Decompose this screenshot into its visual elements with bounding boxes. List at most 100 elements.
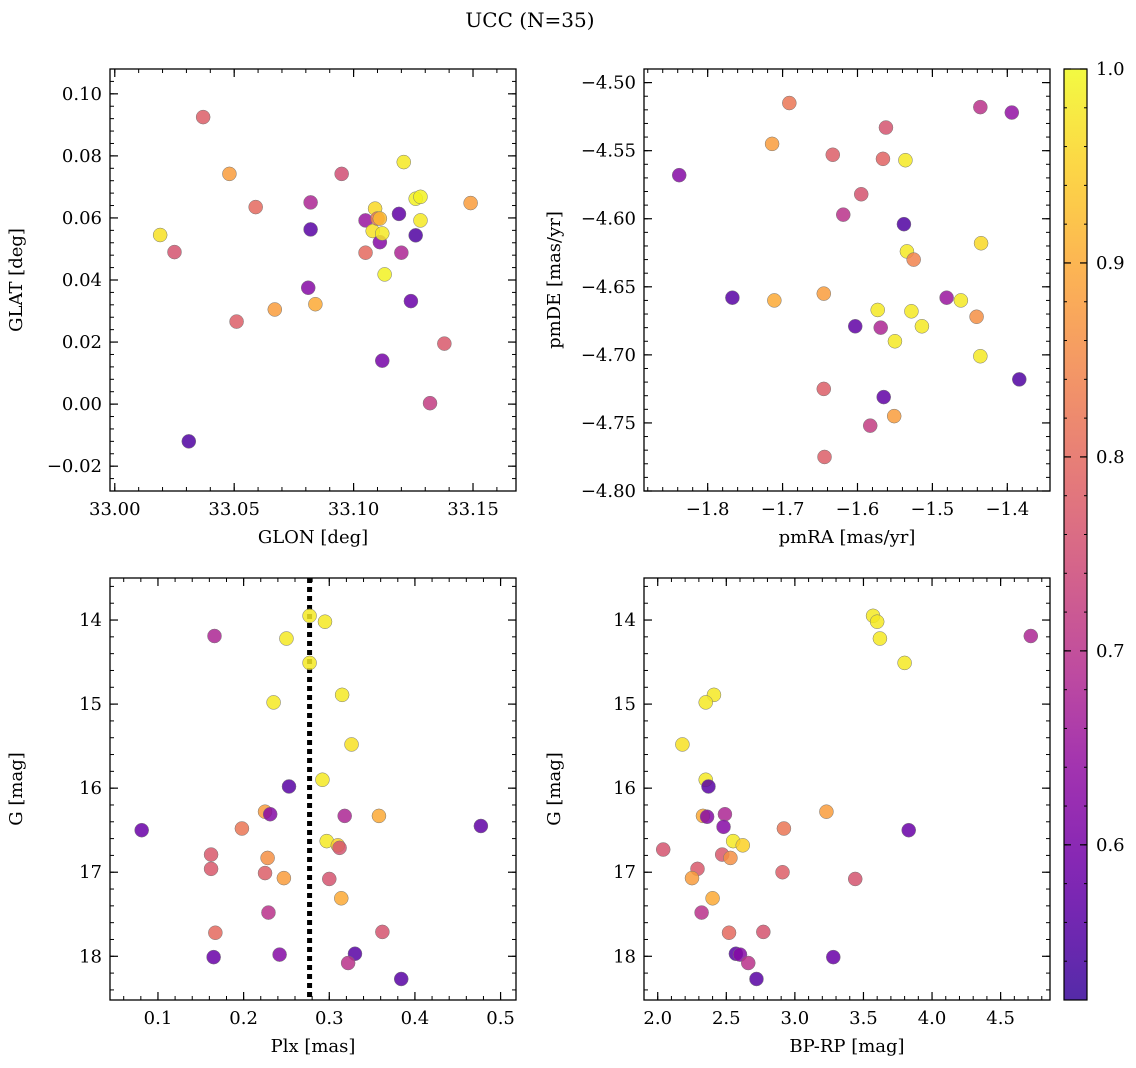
data-point <box>260 850 275 866</box>
data-point <box>391 206 407 222</box>
data-point <box>699 809 715 824</box>
data-point <box>266 695 281 710</box>
points <box>134 608 489 987</box>
y-axis-label: pmDE [mas/yr] <box>544 211 565 349</box>
y-axis-label: G [mag] <box>6 752 27 825</box>
data-point <box>853 186 869 202</box>
data-point <box>413 213 428 228</box>
data-point <box>671 167 687 183</box>
data-point <box>334 166 349 182</box>
data-point <box>267 302 283 317</box>
data-point <box>207 628 222 644</box>
data-point <box>276 870 292 886</box>
data-point <box>862 418 878 433</box>
data-point <box>939 290 954 305</box>
x-tick-label: 0.2 <box>229 1008 258 1029</box>
data-point <box>473 818 489 834</box>
colorbar-tick-label: 1.0 <box>1096 59 1125 80</box>
y-tick-label: 0.04 <box>62 270 102 291</box>
data-point <box>377 267 392 282</box>
data-point <box>334 687 350 703</box>
data-point <box>898 152 913 168</box>
data-point <box>782 95 797 111</box>
y-tick-label: 14 <box>79 610 102 631</box>
y-tick-label: −4.80 <box>581 481 636 502</box>
data-point <box>272 947 287 962</box>
points <box>655 608 1039 987</box>
data-point <box>167 244 182 260</box>
data-point <box>303 195 318 210</box>
data-point <box>358 245 373 260</box>
data-point <box>826 949 841 965</box>
data-point <box>694 905 709 920</box>
axes-frame <box>643 68 1051 492</box>
data-point <box>234 821 250 836</box>
ticks <box>644 68 1050 492</box>
y-tick-label: 18 <box>79 946 102 967</box>
data-point <box>819 804 834 819</box>
data-point <box>735 838 751 853</box>
data-point <box>152 227 168 243</box>
ticks <box>110 68 516 492</box>
x-tick-label: −1.4 <box>985 499 1029 520</box>
data-point <box>876 389 891 405</box>
data-point <box>847 871 863 887</box>
data-point <box>262 806 278 822</box>
y-tick-label: 17 <box>79 862 102 883</box>
data-point <box>257 865 273 881</box>
x-tick-label: 33.15 <box>447 499 499 520</box>
panel-glon-glat: 33.00 33.05 33.10 33.15 −0.02 0.00 0.02 0.04 0.0… <box>6 68 517 548</box>
data-point <box>437 336 452 351</box>
y-tick-label: −0.02 <box>47 456 102 477</box>
data-point <box>764 136 780 152</box>
y-tick-label: 17 <box>613 862 636 883</box>
data-point <box>394 245 409 260</box>
data-point <box>134 822 149 838</box>
data-point <box>308 296 323 312</box>
data-point <box>684 870 700 886</box>
data-point <box>816 286 832 301</box>
data-point <box>344 737 359 752</box>
data-point <box>740 955 756 971</box>
panels: 33.00 33.05 33.10 33.15 −0.02 0.00 0.02 0.04 0.0… <box>6 68 1051 1057</box>
data-point <box>725 290 740 305</box>
data-point <box>914 319 930 334</box>
data-point <box>322 871 337 887</box>
data-point <box>375 226 390 241</box>
data-point <box>248 199 263 215</box>
data-point <box>375 353 390 368</box>
data-point <box>403 293 419 309</box>
data-point <box>717 806 733 822</box>
data-point <box>203 861 219 877</box>
data-point <box>873 320 888 335</box>
x-tick-label: 0.4 <box>401 1008 430 1029</box>
x-tick-label: −1.7 <box>761 499 805 520</box>
x-tick-label: −1.8 <box>686 499 730 520</box>
colorbar-tick-label: 0.9 <box>1096 253 1125 274</box>
data-point <box>886 408 902 424</box>
data-point <box>897 655 912 671</box>
data-point <box>749 971 764 987</box>
y-tick-label: 16 <box>79 778 102 799</box>
data-point <box>776 821 792 836</box>
data-point <box>422 395 438 411</box>
x-tick-label: 4.5 <box>986 1008 1015 1029</box>
data-point <box>337 808 352 824</box>
data-point <box>701 779 716 794</box>
x-tick-label: 4.0 <box>918 1008 947 1029</box>
x-tick-label: 33.05 <box>208 499 260 520</box>
x-axis-label: Plx [mas] <box>271 1036 356 1057</box>
data-point <box>973 348 988 364</box>
data-point <box>317 614 333 629</box>
data-point <box>463 195 478 211</box>
x-tick-label: 33.10 <box>328 499 380 520</box>
data-point <box>208 925 223 940</box>
y-tick-label: 16 <box>613 778 636 799</box>
y-tick-label: −4.75 <box>581 413 636 434</box>
y-tick-label: 0.10 <box>62 84 102 105</box>
y-tick-label: 18 <box>613 946 636 967</box>
figure-title: UCC (N=35) <box>465 8 594 32</box>
y-tick-label: 0.08 <box>62 146 102 167</box>
data-point <box>229 314 244 329</box>
